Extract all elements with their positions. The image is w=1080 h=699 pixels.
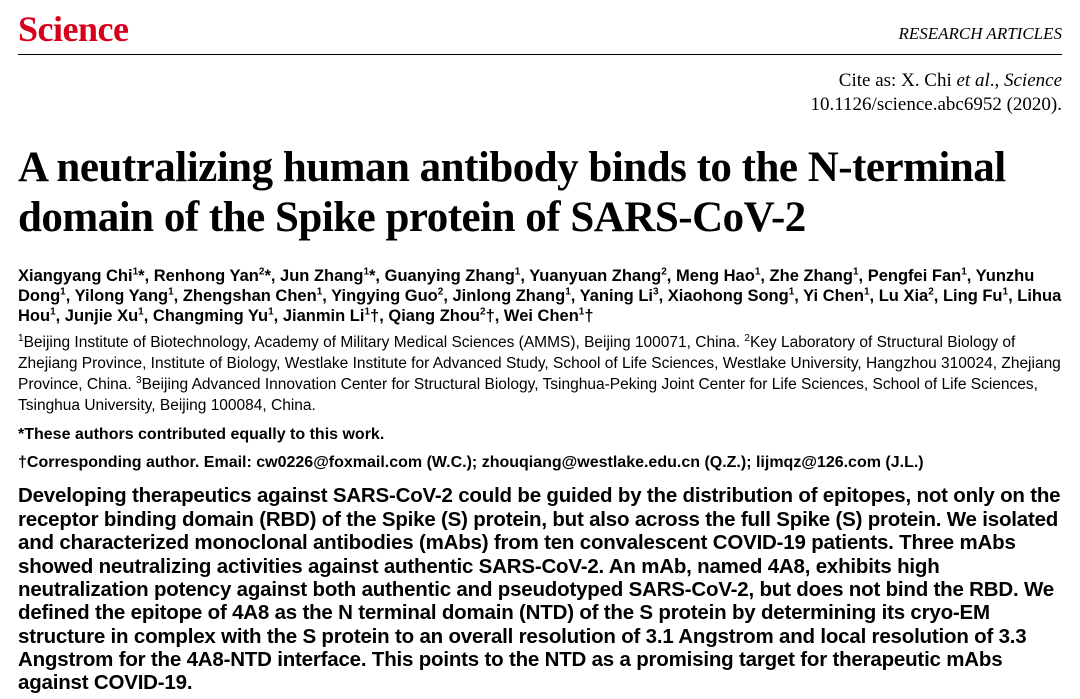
citation-block: Cite as: X. Chi et al., Science 10.1126/…: [18, 69, 1062, 117]
article-title: A neutralizing human antibody binds to t…: [18, 143, 1062, 244]
citation-journal: Science: [1004, 70, 1062, 91]
equal-contribution-note: *These authors contributed equally to th…: [18, 426, 1062, 444]
journal-logo: Science: [18, 8, 128, 50]
corresponding-author-note: †Corresponding author. Email: cw0226@fox…: [18, 454, 1062, 472]
citation-etal: et al: [956, 70, 989, 91]
abstract-text: Developing therapeutics against SARS-CoV…: [18, 484, 1062, 694]
citation-mid: .,: [990, 70, 1004, 91]
affiliations: 1Beijing Institute of Biotechnology, Aca…: [18, 332, 1062, 416]
article-type-label: RESEARCH ARTICLES: [898, 24, 1062, 50]
author-list: Xiangyang Chi1*, Renhong Yan2*, Jun Zhan…: [18, 266, 1062, 326]
header-row: Science RESEARCH ARTICLES: [18, 8, 1062, 55]
citation-doi: 10.1126/science.abc6952 (2020).: [811, 94, 1063, 115]
citation-prefix: Cite as: X. Chi: [839, 70, 957, 91]
